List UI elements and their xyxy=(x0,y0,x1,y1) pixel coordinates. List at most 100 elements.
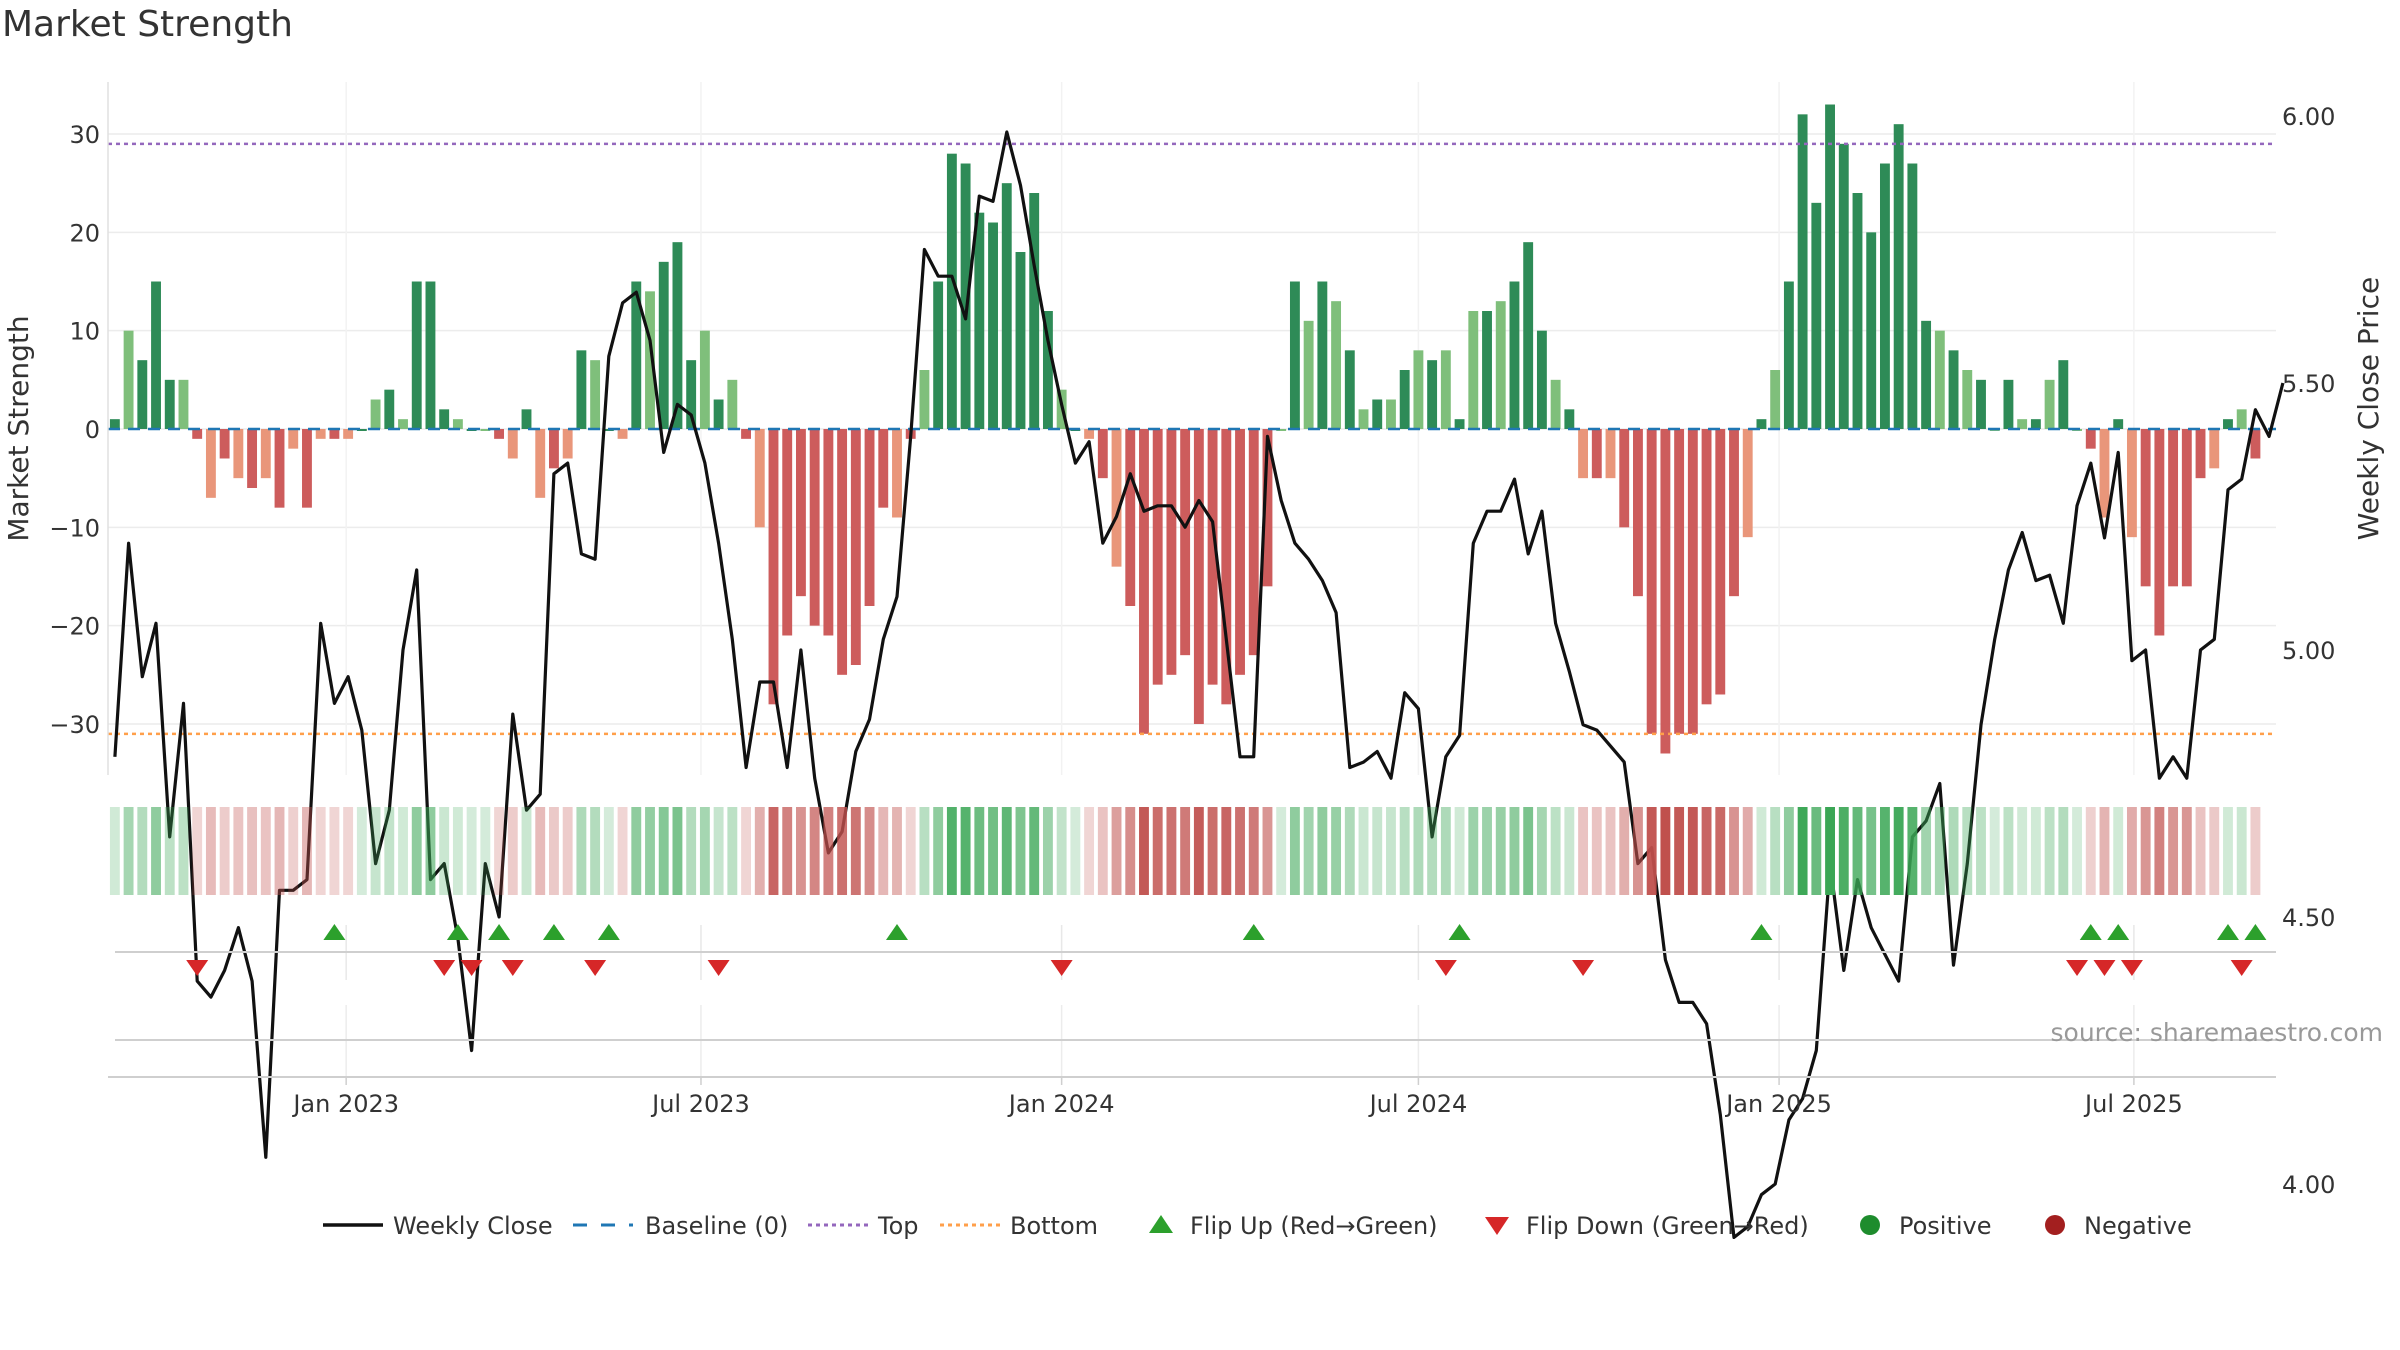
heat-strip-cell xyxy=(109,807,120,895)
heat-strip-cell xyxy=(768,807,779,895)
flip-down-marker xyxy=(707,960,730,976)
heat-strip-cell xyxy=(302,807,312,895)
heat-strip-cell xyxy=(1344,807,1355,895)
strength-bar xyxy=(535,429,546,498)
heat-strip-cell xyxy=(384,807,395,895)
y-left-axis-label: Market Strength xyxy=(2,315,35,541)
heat-strip-cell xyxy=(439,807,450,895)
heat-strip-cell xyxy=(1605,807,1616,895)
heat-strip-cell xyxy=(1509,807,1520,895)
y-right-tick-label: 6.00 xyxy=(2282,103,2335,131)
heat-strip-cell xyxy=(1962,807,1973,895)
strength-bar xyxy=(2126,429,2137,538)
heat-strip-cell xyxy=(2126,807,2137,895)
strength-bar xyxy=(686,360,697,429)
flip-down-marker xyxy=(2066,960,2089,976)
heat-strip-cell xyxy=(1235,807,1245,895)
heat-strip-cell xyxy=(2209,807,2220,895)
strength-bar xyxy=(1180,429,1191,656)
heat-strip-cell xyxy=(247,807,258,895)
strength-bar xyxy=(1825,104,1835,430)
strength-bar xyxy=(1578,429,1589,479)
heat-strip-cell xyxy=(1646,807,1657,895)
heat-strip-cell xyxy=(850,807,861,895)
flip-up-marker xyxy=(323,924,346,940)
legend-label: Baseline (0) xyxy=(645,1212,788,1240)
strength-bar xyxy=(2003,379,2014,429)
flip-up-marker xyxy=(488,924,511,940)
strength-bar xyxy=(356,429,367,431)
heat-strip-cell xyxy=(1262,807,1273,895)
strength-bar xyxy=(713,399,724,429)
strength-bar xyxy=(1001,183,1012,429)
strength-bar xyxy=(2113,419,2124,429)
strength-bar xyxy=(1550,379,1561,429)
heat-strip-cell xyxy=(1207,807,1218,895)
strength-bar xyxy=(1111,429,1122,567)
heat-strip-cell xyxy=(946,807,957,895)
heat-strip-cell xyxy=(521,807,532,895)
strength-bar xyxy=(2181,429,2192,587)
strength-bar xyxy=(960,163,971,429)
strength-bar xyxy=(370,399,381,429)
heat-strip-cell xyxy=(1660,807,1671,895)
heat-strip-cell xyxy=(480,807,491,895)
y-left-tick-label: 0 xyxy=(85,416,100,444)
strength-bar xyxy=(1962,370,1973,429)
heat-strip-cell xyxy=(425,807,436,895)
heat-strip-cell xyxy=(809,807,820,895)
strength-bar xyxy=(1084,429,1095,439)
heat-strip-cell xyxy=(1687,807,1698,895)
strength-bar xyxy=(878,429,889,508)
legend-item: Bottom xyxy=(940,1212,1098,1240)
heat-strip-cell xyxy=(741,807,751,895)
strength-bar xyxy=(864,429,875,606)
heat-strip-cell xyxy=(356,807,367,895)
heat-strip-cell xyxy=(192,807,203,895)
strength-bar xyxy=(2058,360,2069,429)
flip-up-marker xyxy=(2216,924,2239,940)
heat-strip-cell xyxy=(658,807,669,895)
strength-bar xyxy=(1235,429,1245,675)
heat-strip-cell xyxy=(2195,807,2206,895)
chart-title: Market Strength xyxy=(2,4,293,45)
strength-bar xyxy=(1193,429,1204,724)
strength-bar xyxy=(1372,399,1383,429)
y-right-axis-label: Weekly Close Price xyxy=(2352,277,2385,540)
strength-bar xyxy=(1948,350,1959,429)
heat-strip-cell xyxy=(1482,807,1492,895)
strength-heat-strip xyxy=(109,807,2261,895)
strength-bar xyxy=(1687,429,1698,734)
strength-bar xyxy=(1729,429,1739,597)
heat-strip-cell xyxy=(2003,807,2014,895)
strength-bar xyxy=(329,429,340,439)
strength-bar xyxy=(1619,429,1630,528)
heat-strip-cell xyxy=(1701,807,1712,895)
strength-bar xyxy=(2209,429,2220,469)
heat-strip-cell xyxy=(2236,807,2247,895)
strength-bar xyxy=(576,350,587,429)
strength-bar xyxy=(1454,419,1465,429)
strength-bar xyxy=(1646,429,1657,734)
heat-strip-cell xyxy=(1042,807,1053,895)
strength-bar xyxy=(2030,419,2041,429)
strength-bar xyxy=(1139,429,1149,734)
heat-strip-cell xyxy=(1948,807,1959,895)
strength-bar xyxy=(727,379,738,429)
strength-bar xyxy=(1276,429,1287,431)
strength-bar xyxy=(260,429,271,479)
heat-strip-cell xyxy=(603,807,614,895)
heat-strip-cell xyxy=(1413,807,1424,895)
strength-bar xyxy=(699,330,710,429)
heat-strip-cell xyxy=(1056,807,1067,895)
heat-strip-cell xyxy=(494,807,505,895)
flip-down-marker xyxy=(460,960,483,976)
strength-bar xyxy=(109,419,120,429)
heat-strip-cell xyxy=(1495,807,1506,895)
heat-strip-cell xyxy=(795,807,806,895)
heat-strip-cell xyxy=(1523,807,1534,895)
x-tick-label: Jan 2024 xyxy=(1007,1090,1115,1118)
strength-bar xyxy=(1042,311,1053,429)
strength-bar xyxy=(398,419,408,429)
